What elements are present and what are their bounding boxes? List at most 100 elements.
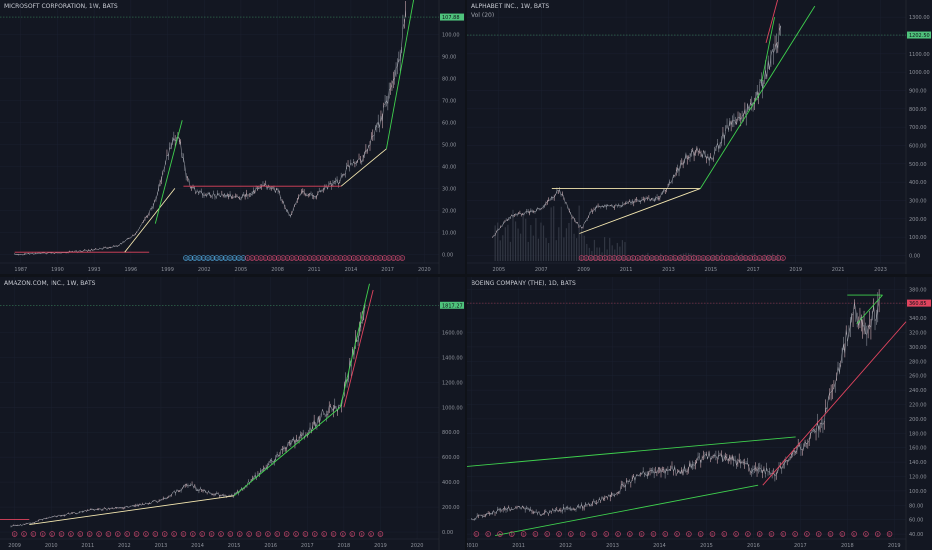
- msft-chart-title: MICROSOFT CORPORATION, 1W, BATS: [4, 3, 118, 10]
- y-tick-label: 500.00: [909, 162, 927, 168]
- volume-bar: [672, 254, 674, 261]
- event-marker-letter: E: [652, 532, 655, 536]
- event-marker-letter: E: [688, 256, 691, 260]
- event-marker-letter: E: [107, 532, 110, 536]
- event-marker-letter: E: [674, 256, 677, 260]
- trendline: [339, 283, 370, 408]
- msft-chart-pane[interactable]: MICROSOFT CORPORATION, 1W, BATS 0.00 10.0…: [0, 0, 465, 274]
- earnings-marker: [390, 255, 397, 261]
- event-marker-letter: E: [613, 256, 616, 260]
- event-marker-letter: E: [641, 256, 644, 260]
- event-marker-letter: E: [154, 532, 157, 536]
- event-marker-letter: E: [683, 256, 686, 260]
- event-marker-letter: E: [366, 256, 369, 260]
- volume-bar: [614, 249, 616, 261]
- event-marker-letter: E: [342, 532, 345, 536]
- event-marker-letter: E: [475, 532, 478, 536]
- x-tick-label: 2017: [794, 543, 807, 549]
- earnings-marker: [368, 255, 375, 261]
- last-price-badge: [907, 31, 931, 39]
- event-marker-letter: E: [679, 256, 682, 260]
- volume-bar: [517, 228, 519, 261]
- volume-bar: [578, 205, 580, 261]
- event-marker-letter: E: [716, 256, 719, 260]
- event-marker-letter: E: [295, 532, 298, 536]
- amazon-chart-svg[interactable]: 0.00 200.00 400.00 600.00 800.00 1000.00 1200.…: [0, 277, 465, 550]
- event-marker-letter: E: [499, 532, 502, 536]
- y-tick-label: 40.00: [909, 532, 923, 538]
- earnings-marker: [337, 255, 344, 261]
- event-marker-letter: E: [853, 532, 856, 536]
- volume-bar: [586, 243, 588, 261]
- earnings-marker: [697, 531, 704, 537]
- alphabet-chart-svg[interactable]: 0.00 100.00 200.00 300.00 400.00 500.00 600.00…: [467, 0, 932, 274]
- trendline: [495, 484, 759, 537]
- event-marker-letter: E: [637, 256, 640, 260]
- event-marker-letter: E: [251, 256, 254, 260]
- earnings-marker: [11, 531, 18, 537]
- volume-bar: [507, 224, 509, 261]
- event-marker-letter: E: [841, 532, 844, 536]
- y-tick-label: 1000.00: [909, 70, 930, 76]
- dividend-marker: [222, 255, 229, 261]
- earnings-marker: [68, 531, 74, 537]
- volume-bar: [647, 252, 649, 261]
- volume-bar: [535, 218, 537, 261]
- event-marker-letter: E: [332, 532, 335, 536]
- y-tick-label: 900.00: [909, 89, 927, 95]
- alphabet-chart-pane[interactable]: ALPHABET INC., 1W, BATS Vol (20) 0.00 100…: [467, 0, 932, 274]
- earnings-marker: [851, 531, 857, 537]
- event-marker-letter: E: [712, 256, 715, 260]
- earnings-marker: [756, 531, 763, 537]
- msft-chart-svg[interactable]: 0.00 10.00 20.00 30.00 40.00 50.00 60.00 70.00 8…: [0, 0, 465, 274]
- y-tick-label: 100.00: [909, 235, 927, 241]
- volume-bar: [565, 228, 568, 261]
- volume-bar: [705, 256, 707, 261]
- event-marker-letter: E: [534, 532, 537, 536]
- volume-bar: [659, 253, 662, 261]
- event-marker-letter: E: [220, 532, 223, 536]
- earnings-marker: [302, 531, 309, 537]
- event-marker-letter: E: [282, 256, 285, 260]
- earnings-marker: [237, 531, 243, 537]
- volume-bar: [637, 258, 639, 261]
- x-tick-label: 2016: [747, 543, 760, 549]
- event-marker-letter: E: [210, 532, 213, 536]
- y-tick-label: 160.00: [909, 446, 927, 452]
- earnings-marker: [115, 531, 121, 537]
- earnings-marker: [745, 531, 751, 537]
- event-marker-letter: E: [877, 532, 880, 536]
- earnings-marker: [284, 255, 291, 261]
- earnings-marker: [615, 531, 621, 537]
- volume-bar: [708, 257, 710, 261]
- event-marker-letter: E: [702, 256, 705, 260]
- event-marker-letter: D: [237, 256, 240, 260]
- event-marker-letter: E: [604, 256, 607, 260]
- event-marker-letter: E: [370, 532, 373, 536]
- x-tick-label: 2011: [512, 543, 525, 549]
- volume-indicator-label: Vol (20): [471, 12, 495, 19]
- earnings-marker: [246, 531, 252, 537]
- earnings-marker: [863, 531, 869, 537]
- boeing-chart-svg[interactable]: 40.00 60.00 80.00 100.00 120.00 140.00 160.00 1…: [467, 277, 932, 550]
- event-marker-letter: E: [829, 532, 832, 536]
- volume-bar: [736, 252, 738, 261]
- earnings-marker: [218, 531, 224, 537]
- volume-bar: [545, 237, 547, 261]
- earnings-marker: [686, 531, 692, 537]
- boeing-chart-pane[interactable]: BOEING COMPANY (THE), 1D, BATS 40.00 60.0…: [467, 277, 932, 550]
- event-marker-letter: E: [593, 532, 596, 536]
- event-marker-letter: E: [286, 532, 289, 536]
- amazon-chart-pane[interactable]: AMAZON.COM, INC., 1W, BATS 0.00 200.00 400…: [0, 277, 465, 550]
- volume-bar: [759, 258, 761, 261]
- x-tick-label: 2017: [301, 543, 314, 549]
- y-tick-label: 140.00: [909, 460, 927, 466]
- trendline: [29, 495, 235, 525]
- earnings-marker: [244, 255, 251, 261]
- earnings-marker: [815, 531, 822, 537]
- event-marker-letter: E: [79, 532, 82, 536]
- event-marker-letter: D: [202, 256, 205, 260]
- event-marker-letter: E: [629, 532, 632, 536]
- event-marker-letter: E: [326, 256, 329, 260]
- event-marker-letter: E: [201, 532, 204, 536]
